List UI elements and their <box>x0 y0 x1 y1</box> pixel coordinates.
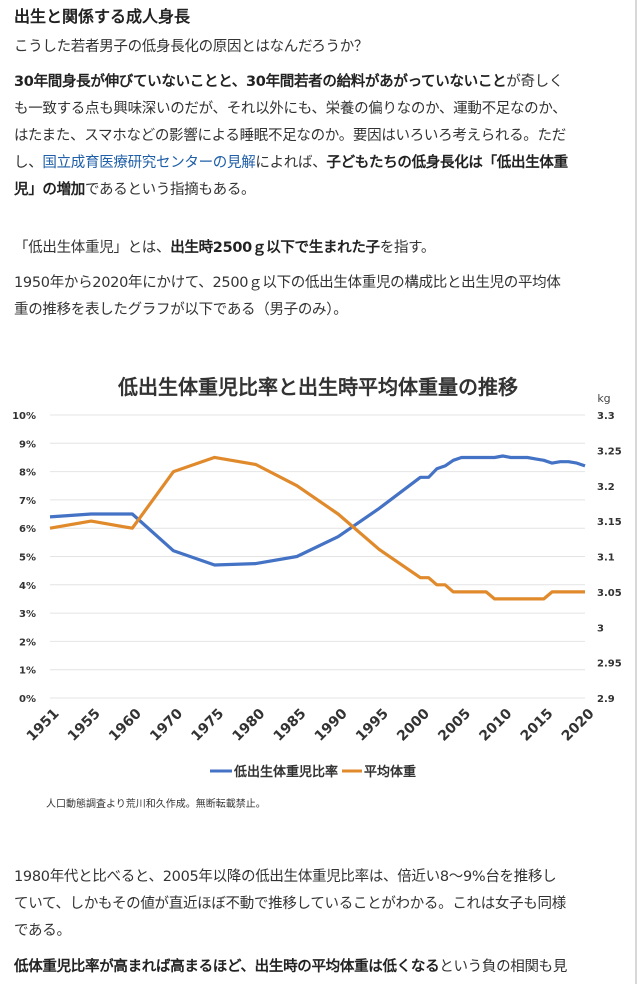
left-axis-tick: 8% <box>19 468 36 479</box>
right-axis-tick: 3.1 <box>597 553 615 564</box>
right-axis-tick: 3.15 <box>597 517 622 528</box>
paragraph-4-line-2: 重の推移を表したグラフが以下である（男子のみ）。 <box>14 302 348 318</box>
paragraph-2-line-4: し、国立成育医療研究センターの見解によれば、子どもたちの低身長化は「低出生体重 <box>14 150 568 177</box>
paragraph-2-line-3: はたまた、スマホなどの影響による睡眠不足なのか。要因はいろいろ考えられる。ただ <box>14 128 566 144</box>
paragraph-5-line-3: である。 <box>14 923 71 939</box>
left-axis-tick: 4% <box>19 581 36 592</box>
ncchd-link[interactable]: 国立成育医療研究センターの見解 <box>42 155 256 171</box>
x-axis-tick: 1990 <box>312 706 351 745</box>
bold-text: 出生時2500ｇ以下で生まれた子 <box>170 240 380 256</box>
x-axis-tick: 1970 <box>147 706 186 745</box>
x-axis-tick: 2015 <box>518 706 557 745</box>
left-axis-tick: 5% <box>19 553 36 564</box>
left-axis-tick: 0% <box>19 694 36 705</box>
left-axis-tick: 6% <box>19 524 36 535</box>
x-axis-tick: 2005 <box>435 706 474 745</box>
x-axis-tick: 2020 <box>559 706 598 745</box>
text: という負の相関も見 <box>439 959 568 975</box>
right-axis-tick: 3.05 <box>597 588 622 599</box>
left-axis-tick: 2% <box>19 637 36 648</box>
paragraph-4-line-1: 1950年から2020年にかけて、2500ｇ以下の低出生体重児の構成比と出生児の… <box>14 275 561 291</box>
legend-label-weight: 平均体重 <box>364 764 416 780</box>
chart-title: 低出生体重児比率と出生時平均体重量の推移 <box>117 375 518 399</box>
page-border <box>635 0 637 984</box>
x-axis-tick: 1951 <box>24 706 63 745</box>
left-axis-tick: 1% <box>19 666 36 677</box>
chart-caption: 人口動態調査より荒川和久作成。無断転載禁止。 <box>46 797 266 810</box>
series-line-average-weight <box>49 455 585 601</box>
bold-text: 低体重児比率が高まれば高まるほど、出生時の平均体重は低くなる <box>14 959 440 975</box>
right-axis-tick: 2.95 <box>597 659 622 670</box>
right-axis-unit: kg <box>597 392 610 405</box>
bold-text: 子どもたちの低身長化は「低出生体重 <box>326 155 568 171</box>
x-axis-tick: 1955 <box>65 706 104 745</box>
left-axis-tick: 7% <box>19 496 36 507</box>
right-axis-tick: 3.3 <box>597 411 615 422</box>
series-line-low-birth-weight-ratio <box>49 454 586 567</box>
x-axis-tick: 2000 <box>394 706 433 745</box>
paragraph-2-line-1: 30年間身長が伸びていないことと、30年間若者の給料があがっていないことが奇しく <box>14 69 563 96</box>
text: 「低出生体重児」とは、 <box>14 240 171 256</box>
left-axis-tick: 10% <box>12 411 36 422</box>
text: が奇しく <box>506 74 564 90</box>
bold-text: 30年間身長が伸びていないことと、30年間若者の給料があがっていないこと <box>14 74 507 90</box>
paragraph-3: 「低出生体重児」とは、出生時2500ｇ以下で生まれた子を指す。 <box>14 235 435 262</box>
low-birth-weight-chart: 低出生体重児比率と出生時平均体重量の推移 kg 0% 1% 2% 3% 4% 5% 6% 7%… <box>12 375 622 810</box>
text: を指す。 <box>379 240 436 256</box>
left-axis-tick: 9% <box>19 439 36 450</box>
legend-label-ratio: 低出生体重児比率 <box>233 764 338 780</box>
text: であるという指摘もある。 <box>85 182 256 198</box>
right-axis-tick: 2.9 <box>597 694 615 705</box>
paragraph-2-line-2: も一致する点も興味深いのだが、それ以外にも、栄養の偏りなのか、運動不足なのか、 <box>14 101 567 117</box>
paragraph-5-line-1: 1980年代と比べると、2005年以降の低出生体重児比率は、倍近い8〜9%台を推… <box>14 869 557 885</box>
right-axis-tick: 3.2 <box>597 482 615 493</box>
x-axis-tick: 1975 <box>188 706 227 745</box>
right-axis-tick: 3 <box>597 623 604 634</box>
legend: 低出生体重児比率 平均体重 <box>210 764 416 780</box>
paragraph-6: 低体重児比率が高まれば高まるほど、出生時の平均体重は低くなるという負の相関も見 <box>14 954 567 981</box>
text: によれば、 <box>255 155 327 171</box>
section-heading: 出生と関係する成人身長 <box>14 7 191 26</box>
right-axis-tick: 3.25 <box>597 446 622 457</box>
text: し、 <box>14 155 43 171</box>
paragraph-2-line-5: 児」の増加であるという指摘もある。 <box>14 177 256 204</box>
left-axis-tick: 3% <box>19 609 36 620</box>
x-axis-tick: 2010 <box>476 706 515 745</box>
paragraph-5-line-2: ていて、しかもその値が直近ほぼ不動で推移していることがわかる。これは女子も同様 <box>14 896 566 912</box>
bold-text: 児」の増加 <box>14 182 85 198</box>
x-axis-tick: 1985 <box>271 706 310 745</box>
x-axis-tick: 1960 <box>106 706 145 745</box>
x-axis-tick: 1980 <box>230 706 269 745</box>
x-axis-tick: 1995 <box>353 706 392 745</box>
paragraph-1: こうした若者男子の低身長化の原因とはなんだろうか？ <box>14 39 369 55</box>
